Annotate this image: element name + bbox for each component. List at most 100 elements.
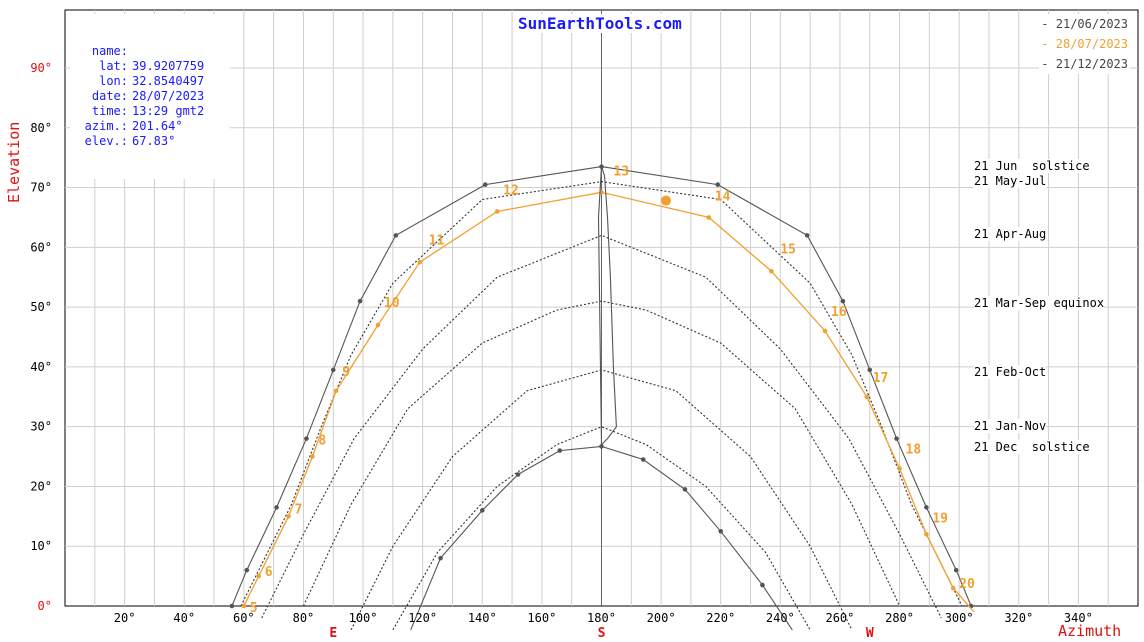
- info-row: elev.: 67.83°: [70, 134, 230, 149]
- x-tick-label: 200°: [647, 611, 676, 625]
- series-line: [597, 166, 617, 445]
- data-point: [715, 182, 721, 187]
- x-tick-label: 320°: [1004, 611, 1033, 625]
- series-line: [261, 234, 942, 619]
- info-key: date:: [91, 89, 128, 103]
- y-tick-label: 90°: [30, 61, 52, 75]
- x-tick-label: 100°: [349, 611, 378, 625]
- data-point: [438, 555, 443, 561]
- series-line: [240, 181, 963, 607]
- info-key: time:: [91, 104, 128, 118]
- hour-label: 10: [384, 296, 400, 311]
- y-tick-label: 10°: [30, 539, 52, 553]
- series-line: [302, 300, 901, 607]
- y-tick-label: 60°: [30, 240, 52, 254]
- info-key: elev.:: [84, 134, 128, 148]
- data-point: [822, 328, 828, 334]
- info-row: azim.: 201.64°: [70, 119, 230, 134]
- x-tick-label: 260°: [825, 611, 854, 625]
- data-point: [241, 603, 247, 609]
- y-axis-label-text: Elevation: [5, 121, 23, 203]
- season-label: 21 May-Jul: [974, 173, 1047, 188]
- info-value: 67.83°: [132, 134, 176, 148]
- info-row: time: 13:29 gmt2: [70, 104, 230, 119]
- x-tick-label: 160°: [527, 611, 556, 625]
- compass-label: S: [598, 626, 606, 641]
- season-label: 21 Jan-Nov: [974, 418, 1047, 433]
- info-value: 32.8540497: [132, 74, 205, 88]
- info-key: name:: [91, 44, 128, 58]
- x-tick-label: 60°: [233, 611, 255, 625]
- info-key: lon:: [99, 74, 128, 88]
- series-line: [350, 369, 853, 631]
- data-point: [479, 508, 485, 513]
- series-group: 5 6 7 8 9 10 11 12 13 14 15 16 17 18 19 20: [229, 164, 975, 631]
- y-tick-label: 0°: [38, 599, 52, 613]
- info-value: 28/07/2023: [132, 89, 205, 103]
- hour-label: 20: [959, 577, 975, 592]
- info-row: lat: 39.9207759: [70, 59, 230, 74]
- info-value: 201.64°: [132, 119, 183, 133]
- hour-label: 15: [780, 242, 796, 257]
- info-value: 13:29 gmt2: [132, 104, 205, 118]
- data-point: [718, 528, 724, 534]
- compass-label: W: [866, 626, 874, 641]
- data-point: [924, 531, 929, 537]
- hour-label: 13: [613, 165, 629, 180]
- info-row: date: 28/07/2023: [70, 89, 230, 104]
- season-label: 21 Feb-Oct: [974, 364, 1047, 379]
- chart-title[interactable]: SunEarthTools.com: [515, 14, 685, 33]
- legend-item[interactable]: - 21/12/2023: [1041, 57, 1128, 71]
- axes: 20° 40° 60° 80° 100° 120° 140° 160° 180° 200° 220°…: [30, 61, 1093, 641]
- hour-label: 6: [265, 565, 273, 580]
- y-tick-label: 80°: [30, 121, 52, 135]
- x-tick-label: 120°: [408, 611, 437, 625]
- hour-label: 12: [503, 184, 519, 199]
- data-point: [760, 582, 765, 588]
- x-tick-label: 140°: [468, 611, 497, 625]
- y-tick-label: 50°: [30, 300, 52, 314]
- current-sun-position: [660, 195, 671, 206]
- hour-label: 5: [250, 601, 258, 616]
- legend-item[interactable]: - 28/07/2023: [1041, 37, 1128, 51]
- x-tick-label: 80°: [293, 611, 315, 625]
- data-point: [494, 209, 500, 214]
- x-tick-label: 340°: [1064, 611, 1093, 625]
- data-point: [286, 514, 291, 519]
- y-tick-label: 40°: [30, 360, 52, 374]
- data-point: [482, 182, 488, 187]
- hour-label: 18: [906, 443, 922, 458]
- season-label: 21 Jun solstice: [974, 158, 1090, 173]
- x-tick-label: 280°: [885, 611, 914, 625]
- hour-label: 14: [715, 190, 731, 205]
- x-axis-label: Azimuth: [1058, 622, 1122, 640]
- info-key: lat:: [99, 59, 128, 73]
- data-point: [894, 436, 899, 441]
- info-value: 39.9207759: [132, 59, 205, 73]
- data-point: [897, 466, 902, 471]
- data-point: [229, 603, 235, 609]
- data-point: [599, 444, 604, 449]
- info-key: azim.:: [84, 119, 128, 133]
- info-row: lon: 32.8540497: [70, 74, 230, 89]
- data-point: [953, 567, 959, 573]
- data-point: [330, 367, 336, 373]
- hour-label: 17: [873, 371, 889, 386]
- data-point: [375, 322, 381, 328]
- hour-label: 19: [932, 511, 948, 526]
- data-point: [357, 298, 363, 304]
- data-point: [950, 585, 956, 591]
- y-tick-label: 30°: [30, 420, 52, 434]
- data-point: [393, 233, 399, 238]
- season-label: 21 Mar-Sep equinox: [974, 296, 1105, 311]
- hour-label: 8: [318, 434, 326, 449]
- x-tick-label: 220°: [706, 611, 735, 625]
- x-tick-label: 240°: [766, 611, 795, 625]
- data-point: [310, 454, 315, 459]
- hour-label: 16: [831, 305, 847, 320]
- hour-label: 9: [342, 365, 350, 380]
- season-label: 21 Apr-Aug: [974, 227, 1047, 242]
- season-label: 21 Dec solstice: [974, 439, 1090, 454]
- legend-item[interactable]: - 21/06/2023: [1041, 17, 1128, 31]
